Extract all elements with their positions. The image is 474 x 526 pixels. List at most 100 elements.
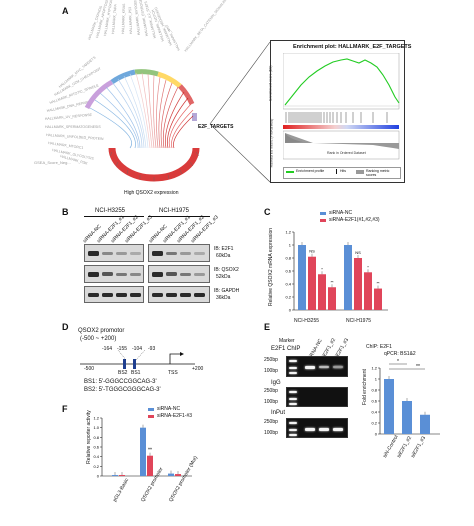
cell-line-1: NCI-H3255 (95, 208, 126, 214)
svg-text:HALLMARK_MTORC1: HALLMARK_MTORC1 (48, 141, 84, 150)
f-ytick-label: 0.2 (93, 464, 99, 469)
c-bar-e2f1 (354, 258, 362, 310)
e-sig-label-2: ** (416, 364, 420, 370)
pos-93: -93 (148, 346, 156, 352)
legend-c-nc-swatch (320, 212, 326, 215)
blot-label-gapdh: IB: GAPDH (214, 288, 240, 294)
legend-f-nc-swatch (148, 408, 154, 411)
pos-164: -164 (102, 346, 113, 352)
blot-size-e2f1: 60kDa (216, 253, 231, 259)
gsea-plot-svg (283, 53, 400, 160)
panel-f-label: F (62, 404, 68, 414)
c-sig-label: * (321, 266, 323, 271)
panel-a-label: A (62, 6, 69, 16)
svg-text:HALLMARK_KRAS: HALLMARK_KRAS (121, 3, 126, 34)
c-bar-nc (298, 245, 306, 310)
e-ytick-label: 1 (375, 377, 378, 382)
f-ytick-label: 0 (97, 474, 100, 479)
panel-e-label: E (264, 322, 271, 332)
size-igg-250: 250bp (264, 388, 278, 394)
c-ytick-label: 0.8 (285, 256, 291, 261)
f-ytick-label: 0.6 (93, 445, 99, 450)
gsea-hits (285, 112, 388, 123)
input-label: InPut (271, 410, 286, 416)
promoter-diagram (80, 349, 195, 369)
gel-igg (286, 387, 348, 407)
gel-input (286, 418, 348, 438)
pos-left: -500 (84, 366, 95, 372)
blot-label-qsox2: IB: QSOX2 (214, 267, 239, 273)
legend-metric-label: Ranking metric scores (366, 169, 390, 177)
size-igg-100: 100bp (264, 399, 278, 405)
c-ytick-label: 1 (289, 243, 292, 248)
f-bar-nc (168, 473, 174, 476)
svg-text:HALLMARK_PI3K: HALLMARK_PI3K (60, 154, 89, 166)
e-ytick-label: 0.4 (371, 410, 377, 415)
e-bar (420, 414, 430, 434)
c-sig-label: ** (376, 281, 380, 286)
svg-text:HALLMARK_SPERMATOGENESIS: HALLMARK_SPERMATOGENESIS (45, 125, 101, 129)
legend-hits-label: Hits (340, 169, 347, 173)
c-sig-label: ** (330, 279, 334, 284)
f-category-1: pGL3-Basic (112, 477, 131, 503)
e-ytick-label: 0.8 (371, 388, 377, 393)
circos-e2f-label: E2F_TARGETS (198, 124, 234, 130)
chip-bar-subtitle: qPCR: BS1&2 (384, 351, 416, 357)
legend-es-label: Enrichment profile (296, 169, 325, 173)
gsea-title: Enrichment plot: HALLMARK_E2F_TARGETS (293, 44, 412, 50)
e-bar (402, 401, 412, 434)
legend-c-e2f1-swatch (320, 219, 326, 222)
pos-right: +200 (192, 366, 204, 372)
circos-bottom-label: High QSOX2 expression (124, 190, 179, 196)
size-chip-100: 100bp (264, 368, 278, 374)
size-input-250: 250bp (264, 419, 278, 425)
legend-metric-swatch (356, 170, 364, 174)
f-bar-e2f1 (147, 455, 153, 476)
blot-qsox2-left (84, 265, 144, 283)
igg-label: IgG (271, 380, 281, 386)
f-ytick-label: 1.2 (93, 416, 99, 421)
f-bar-e2f1 (119, 475, 125, 476)
c-sig-label: NS (309, 249, 315, 254)
c-bar-e2f1 (308, 256, 316, 310)
e-ytick-label: 0.2 (371, 421, 377, 426)
circos-segments (84, 69, 197, 121)
pos-155: -155 (117, 346, 128, 352)
c-category-1: NCI-H3255 (294, 318, 320, 324)
size-chip-250: 250bp (264, 357, 278, 363)
bs1-sequence: BS1: 5'-GGGCCGGCAG-3' (84, 379, 157, 385)
chip-header: E2F1 ChIP (271, 346, 301, 352)
e-sig-label-1: * (397, 359, 399, 365)
pos-104: -104 (132, 346, 143, 352)
cell-line-2: NCI-H1975 (159, 208, 190, 214)
bs1-label: BS1 (131, 370, 141, 376)
panel-d-label: D (62, 322, 69, 332)
svg-text:HALLMARK_TNFA: HALLMARK_TNFA (111, 3, 118, 34)
legend-f-e2f1-swatch (148, 415, 154, 418)
gsea-legend: Enrichment profile Hits Ranking metric s… (283, 167, 401, 179)
e-ytick-label: 0 (375, 432, 378, 437)
tss-label: TSS (168, 370, 178, 376)
c-category-2: NCI-H1975 (346, 318, 372, 324)
c-bar-e2f1 (374, 288, 382, 310)
gsea-es-axis: Enrichment score (ES) (268, 65, 273, 101)
c-ytick-label: 0 (289, 308, 292, 313)
svg-text:HALLMARK_ESTROGEN: HALLMARK_ESTROGEN (138, 0, 149, 37)
blot-qsox2-right (148, 265, 210, 283)
marker-label: Marker (279, 338, 295, 344)
c-ytick-label: 0.6 (285, 269, 291, 274)
legend-hits-swatch (336, 169, 337, 174)
legend-c-nc: siRNA-NC (329, 210, 353, 216)
e-ytick-label: 1.2 (371, 366, 377, 371)
legend-c-e2f1: siRNA-E2F1(#1,#2,#3) (329, 217, 380, 223)
circos-lower-annotation: GSEA_Score_Neg... (34, 160, 71, 165)
chip-bar-title: ChIP: E2F1 (366, 344, 392, 350)
circos-red-arc (108, 147, 200, 182)
svg-text:HALLMARK_HYPOXIA: HALLMARK_HYPOXIA (103, 0, 113, 36)
gsea-plot-frame: Enrichment plot: HALLMARK_E2F_TARGETS En… (268, 40, 411, 183)
circos-plot: HALLMARK_MYC_TARGETS HALLMARK_G2M_CHECKP… (45, 0, 229, 182)
svg-text:HALLMARK_UNFOLDED_PROTEIN: HALLMARK_UNFOLDED_PROTEIN (46, 133, 104, 141)
legend-f-nc: siRNA-NC (157, 406, 181, 412)
c-bar-e2f1 (364, 272, 372, 310)
c-sig-label: * (367, 264, 369, 269)
